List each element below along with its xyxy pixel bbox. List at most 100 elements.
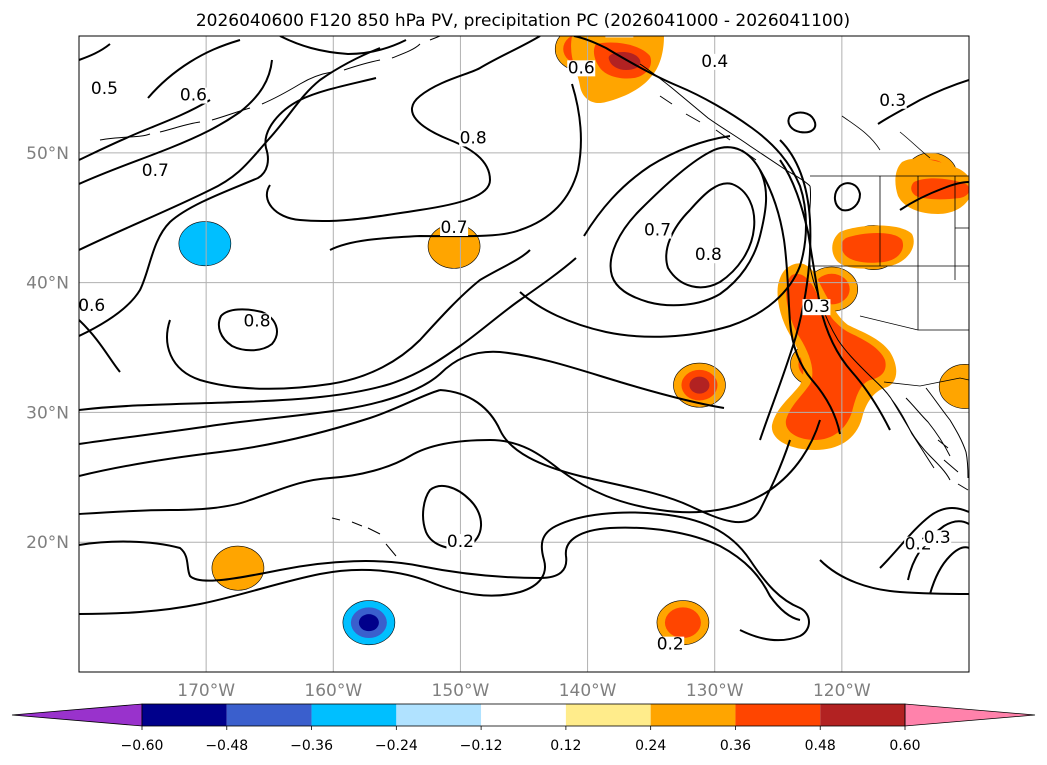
contour-0.3-lower-right xyxy=(907,520,969,595)
border-state-1 xyxy=(810,176,969,267)
colorbar-tick-label-1: −0.48 xyxy=(205,738,248,754)
precip-blob-0-level-2 xyxy=(689,376,710,394)
contour-label-6: 0.6 xyxy=(78,296,105,316)
contour-label-bg-14 xyxy=(446,534,475,551)
colorbar-tick-label-2: −0.36 xyxy=(290,738,333,754)
precip-blob-11-level-0 xyxy=(178,221,232,267)
contour-label-7: 0.7 xyxy=(644,221,671,241)
precip-fill-alaska-max xyxy=(608,52,641,70)
contour-label-13: 0.3 xyxy=(803,297,830,317)
colorbar-extend-min xyxy=(11,703,143,727)
colorbar-bin-7 xyxy=(735,704,821,726)
contour-0.3-northeast-edge xyxy=(877,79,969,211)
chart-title: 2026040600 F120 850 hPa PV, precipitatio… xyxy=(196,11,850,31)
colorbar-tick-label-7: 0.36 xyxy=(720,738,751,754)
colorbar-bin-6 xyxy=(650,704,736,726)
contour-label-15: 0.2 xyxy=(657,635,684,655)
border-us-mexico xyxy=(883,377,969,387)
x-tick-label-4: 130°W xyxy=(686,681,744,701)
contour-label-bg-13 xyxy=(802,299,831,316)
contour-label-3: 0.7 xyxy=(441,218,468,238)
precip-blob-10-level-2 xyxy=(358,614,379,632)
contour-0.7-east xyxy=(609,146,768,307)
contour-0.2-south xyxy=(79,419,821,515)
contour-label-bg-7 xyxy=(643,222,672,239)
contour-label-bg-9 xyxy=(567,60,596,77)
colorbar-bin-2 xyxy=(311,704,397,726)
contour-0.3-northeast xyxy=(787,111,862,212)
colorbar-bin-8 xyxy=(820,704,905,726)
map-area: 0.5 0.6 0.7 0.7 0.8 0.8 0.6 0.7 0.8 0.6 0.3 0.4 0.3 0… xyxy=(78,19,969,672)
x-tick-label-1: 160°W xyxy=(304,681,362,701)
colorbar: −0.60 −0.48 −0.36 −0.24 −0.12 0.12 0.24 0.36 0.4… xyxy=(11,703,1036,754)
contour-0.8-north xyxy=(265,36,541,223)
contour-label-bg-10 xyxy=(605,36,634,38)
contour-label-bg-2 xyxy=(141,162,170,179)
contour-0.3-eastcoast xyxy=(819,507,969,595)
contour-label-1: 0.6 xyxy=(180,86,207,106)
contour-label-0: 0.5 xyxy=(91,79,118,99)
colorbar-tick-label-6: 0.24 xyxy=(635,738,666,754)
colorbar-tick-label-3: −0.24 xyxy=(375,738,418,754)
contour-label-bg-17 xyxy=(923,530,952,547)
graticule xyxy=(79,36,969,672)
colorbar-bin-0 xyxy=(142,704,227,726)
coastline-mexico-mainland xyxy=(925,387,969,479)
x-tick-label-2: 150°W xyxy=(432,681,490,701)
contour-labels: 0.5 0.6 0.7 0.7 0.8 0.8 0.6 0.7 0.8 0.6 0.3 0.4 0.3 0… xyxy=(78,19,952,655)
x-tick-label-3: 140°W xyxy=(559,681,617,701)
contour-0.6-west xyxy=(79,77,377,373)
precip-fill-nevada-core xyxy=(841,233,904,263)
contour-label-9: 0.6 xyxy=(568,58,595,78)
contour-label-bg-11 xyxy=(700,53,729,70)
colorbar-bin-3 xyxy=(396,704,482,726)
contour-label-bg-3 xyxy=(440,219,469,236)
country-state-borders xyxy=(810,115,969,387)
colorbar-tick-label-9: 0.60 xyxy=(889,738,920,754)
colorbar-tick-label-0: −0.60 xyxy=(121,738,164,754)
contour-0.7-central xyxy=(79,47,582,251)
contour-0.5-northwest xyxy=(79,39,273,185)
contour-0.6-east xyxy=(519,36,807,338)
map-frame xyxy=(78,35,970,673)
colorbar-extend-max xyxy=(904,703,1036,727)
x-tick-label-0: 170°W xyxy=(177,681,235,701)
contour-0.3-southwest xyxy=(79,389,791,524)
contour-0.4-southwest xyxy=(79,350,725,445)
precip-fill-west-coast-core xyxy=(785,273,886,440)
contour-0.2-southwest-low xyxy=(79,511,810,642)
contour-label-2: 0.7 xyxy=(142,161,169,181)
contour-label-12: 0.3 xyxy=(879,91,906,111)
contour-label-11: 0.4 xyxy=(701,52,728,72)
contour-label-10: 0.3 xyxy=(606,19,633,39)
coastline-alaska-panhandle xyxy=(639,63,811,187)
contour-0.7-west xyxy=(166,249,531,390)
contour-label-17: 0.3 xyxy=(924,528,951,548)
x-tick-label-5: 120°W xyxy=(813,681,871,701)
colorbar-tick-label-5: 0.12 xyxy=(550,738,581,754)
contour-label-bg-0 xyxy=(90,81,119,98)
contour-0.3-south xyxy=(79,526,801,621)
colorbar-bin-1 xyxy=(226,704,312,726)
pv-contours xyxy=(79,36,969,642)
coastline-baja xyxy=(891,397,969,491)
y-tick-label-2: 40°N xyxy=(26,274,69,294)
contour-0.8-subtropical xyxy=(217,308,278,352)
contour-label-4: 0.8 xyxy=(460,128,487,148)
contour-label-bg-4 xyxy=(459,130,488,147)
contour-label-bg-5 xyxy=(243,313,271,330)
y-tick-label-3: 50°N xyxy=(26,144,69,164)
colorbar-bin-4 xyxy=(481,704,566,726)
coastline-hawaii xyxy=(331,517,397,557)
contour-label-14: 0.2 xyxy=(447,532,474,552)
colorbar-frame xyxy=(141,703,906,727)
colorbar-bin-5 xyxy=(565,704,651,726)
contour-0.4-coast xyxy=(759,169,841,435)
contour-label-bg-15 xyxy=(656,636,685,653)
contour-label-8: 0.8 xyxy=(695,245,722,265)
colorbar-tick-label-8: 0.48 xyxy=(805,738,836,754)
y-tick-label-0: 20°N xyxy=(26,533,69,553)
precip-blob-7-level-1 xyxy=(664,607,701,638)
contour-0.8-east xyxy=(665,182,756,289)
precip-blob-9-level-0 xyxy=(938,364,969,409)
